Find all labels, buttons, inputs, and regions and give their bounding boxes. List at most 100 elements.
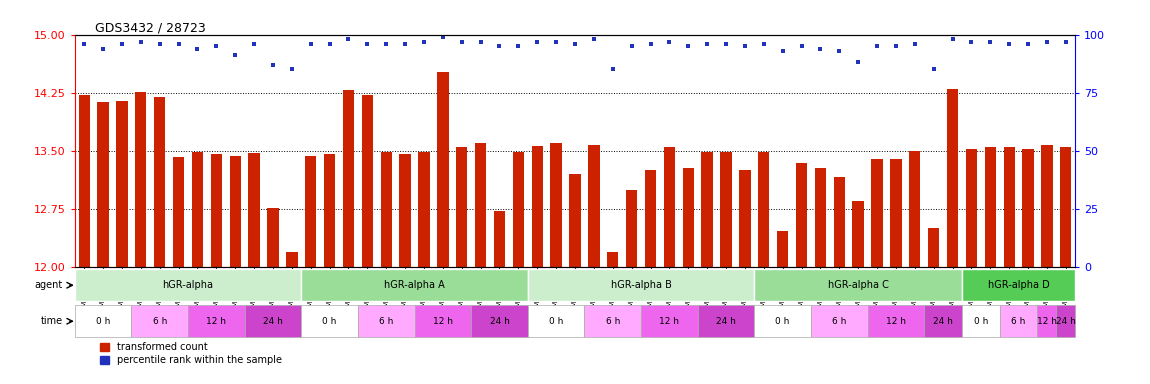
FancyBboxPatch shape xyxy=(75,269,301,301)
Point xyxy=(415,38,434,45)
Point xyxy=(528,38,546,45)
Point xyxy=(547,38,566,45)
Point xyxy=(75,41,93,47)
Point xyxy=(207,43,225,49)
FancyBboxPatch shape xyxy=(301,269,528,301)
Bar xyxy=(210,154,222,267)
Point xyxy=(377,41,396,47)
Text: time: time xyxy=(40,316,63,326)
Text: 0 h: 0 h xyxy=(974,317,988,326)
Bar xyxy=(739,169,751,267)
Bar xyxy=(419,152,430,267)
Bar xyxy=(154,98,166,267)
Point xyxy=(754,41,773,47)
Point xyxy=(584,36,603,42)
Bar xyxy=(457,147,467,267)
Bar xyxy=(928,228,940,267)
Point xyxy=(604,66,622,73)
Bar xyxy=(475,143,486,267)
Point xyxy=(698,41,716,47)
Text: hGR-alpha D: hGR-alpha D xyxy=(988,280,1050,290)
Bar xyxy=(98,102,109,267)
Point xyxy=(94,45,113,51)
Point xyxy=(678,43,697,49)
Point xyxy=(774,48,792,54)
Bar xyxy=(872,159,883,267)
FancyBboxPatch shape xyxy=(754,269,963,301)
Bar xyxy=(588,145,599,267)
Text: hGR-alpha A: hGR-alpha A xyxy=(384,280,445,290)
Text: 0 h: 0 h xyxy=(549,317,564,326)
Bar xyxy=(890,159,902,267)
Point xyxy=(849,60,867,66)
Point xyxy=(1000,41,1019,47)
Point xyxy=(660,38,678,45)
Bar xyxy=(814,168,826,267)
Text: 24 h: 24 h xyxy=(490,317,509,326)
Point xyxy=(736,43,754,49)
Bar xyxy=(626,190,637,267)
Bar xyxy=(116,101,128,267)
Bar xyxy=(513,152,524,267)
Bar xyxy=(720,152,731,267)
Bar xyxy=(362,95,373,267)
Bar xyxy=(551,143,562,267)
Bar xyxy=(966,149,978,267)
Bar xyxy=(437,72,448,267)
Bar xyxy=(683,168,693,267)
Point xyxy=(169,41,187,47)
Text: 6 h: 6 h xyxy=(833,317,846,326)
Bar xyxy=(664,147,675,267)
Bar xyxy=(267,208,278,267)
Point xyxy=(830,48,849,54)
Point xyxy=(887,43,905,49)
Point xyxy=(622,43,641,49)
Bar xyxy=(78,95,90,267)
Text: 0 h: 0 h xyxy=(95,317,110,326)
Point xyxy=(189,45,207,51)
Text: hGR-alpha C: hGR-alpha C xyxy=(828,280,889,290)
Bar xyxy=(946,89,958,267)
Text: 24 h: 24 h xyxy=(716,317,736,326)
Point xyxy=(868,43,887,49)
Bar xyxy=(1041,145,1052,267)
FancyBboxPatch shape xyxy=(131,305,187,338)
Point xyxy=(131,38,150,45)
Text: 12 h: 12 h xyxy=(886,317,906,326)
Bar xyxy=(852,201,864,267)
Point xyxy=(905,41,923,47)
FancyBboxPatch shape xyxy=(358,305,414,338)
Point xyxy=(301,41,320,47)
Point xyxy=(981,38,999,45)
Point xyxy=(113,41,131,47)
Text: GDS3432 / 28723: GDS3432 / 28723 xyxy=(94,22,206,35)
Point xyxy=(1057,38,1075,45)
Text: 6 h: 6 h xyxy=(380,317,393,326)
Point xyxy=(453,38,472,45)
Point xyxy=(509,43,528,49)
Bar xyxy=(834,177,845,267)
Text: 0 h: 0 h xyxy=(322,317,337,326)
FancyBboxPatch shape xyxy=(414,305,472,338)
Text: hGR-alpha: hGR-alpha xyxy=(162,280,214,290)
Bar xyxy=(1060,147,1072,267)
Text: 12 h: 12 h xyxy=(1037,317,1057,326)
Point xyxy=(472,38,490,45)
FancyBboxPatch shape xyxy=(1037,305,1057,338)
FancyBboxPatch shape xyxy=(925,305,963,338)
Bar xyxy=(493,211,505,267)
Bar xyxy=(1022,149,1034,267)
FancyBboxPatch shape xyxy=(75,305,131,338)
Bar xyxy=(324,154,336,267)
Point xyxy=(321,41,339,47)
Point xyxy=(792,43,811,49)
Text: 24 h: 24 h xyxy=(263,317,283,326)
Bar xyxy=(248,153,260,267)
Bar xyxy=(607,252,619,267)
Bar xyxy=(758,152,769,267)
FancyBboxPatch shape xyxy=(245,305,301,338)
Point xyxy=(339,36,358,42)
Point xyxy=(263,62,282,68)
Point xyxy=(1037,38,1056,45)
Point xyxy=(490,43,508,49)
